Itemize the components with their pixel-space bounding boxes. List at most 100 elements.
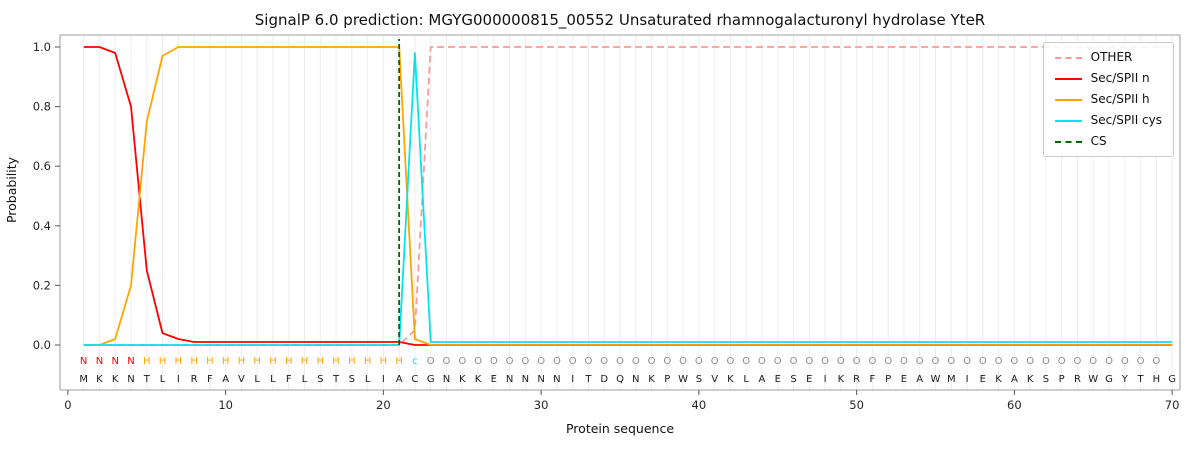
region-letter: O bbox=[790, 356, 798, 367]
y-tick-label: 0.0 bbox=[33, 338, 51, 352]
sequence-letter: P bbox=[664, 374, 670, 385]
sequence-letter: P bbox=[1059, 374, 1065, 385]
region-letter: O bbox=[1089, 356, 1097, 367]
sequence-letter: N bbox=[506, 374, 513, 385]
sequence-letter: L bbox=[270, 374, 276, 385]
sequence-letter: T bbox=[332, 374, 340, 385]
sequence-letter: K bbox=[112, 374, 119, 385]
sequence-letter: L bbox=[365, 374, 371, 385]
sequence-letter: K bbox=[838, 374, 845, 385]
x-tick-label: 60 bbox=[1007, 398, 1022, 412]
sequence-letter: T bbox=[1137, 374, 1145, 385]
sequence-letter: E bbox=[806, 374, 812, 385]
region-letter: O bbox=[474, 356, 482, 367]
sequence-letter: L bbox=[160, 374, 166, 385]
legend-label-cs: CS bbox=[1090, 134, 1107, 148]
sequence-letter: Y bbox=[1121, 374, 1129, 385]
sequence-letter: M bbox=[947, 374, 956, 385]
region-letter: O bbox=[1026, 356, 1034, 367]
x-tick-label: 30 bbox=[534, 398, 549, 412]
sec-spii-cys-line bbox=[83, 52, 1173, 346]
legend-entry-other: OTHER bbox=[1054, 51, 1162, 64]
y-tick-label: 0.4 bbox=[33, 219, 51, 233]
region-letter: N bbox=[111, 356, 118, 367]
region-letter: H bbox=[206, 356, 214, 367]
region-letter: O bbox=[553, 356, 561, 367]
legend-line-sec-spii-h bbox=[1054, 98, 1082, 101]
sequence-letter: K bbox=[96, 374, 103, 385]
region-letter: O bbox=[663, 356, 671, 367]
region-letter: O bbox=[521, 356, 529, 367]
region-letter: O bbox=[774, 356, 782, 367]
legend-label-sec-spii-n: Sec/SPII n bbox=[1090, 71, 1150, 85]
sequence-letter: T bbox=[584, 374, 592, 385]
sequence-letter: H bbox=[1153, 374, 1161, 385]
sequence-letter: N bbox=[632, 374, 639, 385]
sequence-letter: S bbox=[349, 374, 355, 385]
sequence-letter: N bbox=[537, 374, 544, 385]
region-letter: H bbox=[222, 356, 230, 367]
region-letter: O bbox=[853, 356, 861, 367]
region-letter: O bbox=[490, 356, 498, 367]
sequence-letter: E bbox=[491, 374, 497, 385]
region-letter: O bbox=[1010, 356, 1018, 367]
sequence-letter: I bbox=[382, 374, 385, 385]
x-tick-label: 0 bbox=[64, 398, 71, 412]
sequence-letter: R bbox=[853, 374, 860, 385]
region-letter: H bbox=[190, 356, 198, 367]
legend-entry-sec-spii-n: Sec/SPII n bbox=[1054, 71, 1162, 85]
sequence-letter: E bbox=[775, 374, 781, 385]
legend-line-other bbox=[1054, 56, 1082, 59]
sequence-letter: M bbox=[79, 374, 88, 385]
sequence-letter: Q bbox=[616, 374, 624, 385]
sequence-letter: W bbox=[678, 374, 688, 385]
region-letter: O bbox=[1121, 356, 1129, 367]
y-tick-label: 1.0 bbox=[33, 40, 51, 54]
region-letter: O bbox=[506, 356, 514, 367]
sequence-letter: T bbox=[143, 374, 151, 385]
region-letter: c bbox=[412, 356, 418, 367]
region-letter: H bbox=[238, 356, 246, 367]
region-letter: O bbox=[868, 356, 876, 367]
region-letter: N bbox=[80, 356, 87, 367]
sequence-letter: N bbox=[443, 374, 450, 385]
region-letter: H bbox=[364, 356, 372, 367]
y-tick-label: 0.6 bbox=[33, 159, 51, 173]
region-letter: O bbox=[600, 356, 608, 367]
sequence-letter: D bbox=[600, 374, 608, 385]
sequence-letter: V bbox=[711, 374, 718, 385]
region-letter: O bbox=[1105, 356, 1113, 367]
sequence-letter: K bbox=[475, 374, 482, 385]
sequence-letter: S bbox=[790, 374, 796, 385]
x-tick-label: 70 bbox=[1165, 398, 1180, 412]
x-tick-label: 50 bbox=[849, 398, 864, 412]
sequence-letter: N bbox=[127, 374, 134, 385]
sequence-letter: L bbox=[254, 374, 260, 385]
region-letter: O bbox=[711, 356, 719, 367]
sequence-letter: F bbox=[286, 374, 292, 385]
y-tick-label: 0.2 bbox=[33, 278, 51, 292]
region-letter: O bbox=[726, 356, 734, 367]
region-letter: O bbox=[884, 356, 892, 367]
region-letter: N bbox=[127, 356, 134, 367]
region-letter: O bbox=[805, 356, 813, 367]
region-letter: O bbox=[1058, 356, 1066, 367]
sequence-letter: I bbox=[571, 374, 574, 385]
region-letter: H bbox=[159, 356, 167, 367]
sequence-letter: S bbox=[317, 374, 323, 385]
sequence-letter: A bbox=[916, 374, 923, 385]
plot-frame bbox=[59, 34, 1181, 391]
sequence-letter: F bbox=[207, 374, 213, 385]
sec-spii-n-line bbox=[83, 46, 1173, 346]
sequence-letter: K bbox=[1027, 374, 1034, 385]
legend-entry-sec-spii-cys: Sec/SPII cys bbox=[1054, 114, 1162, 127]
sequence-letter: G bbox=[427, 374, 435, 385]
x-axis-label: Protein sequence bbox=[566, 421, 674, 436]
region-letter: O bbox=[648, 356, 656, 367]
legend-line-cs bbox=[1054, 140, 1082, 143]
region-letter: O bbox=[995, 356, 1003, 367]
region-letter: O bbox=[821, 356, 829, 367]
region-letter: O bbox=[947, 356, 955, 367]
region-letter: O bbox=[837, 356, 845, 367]
